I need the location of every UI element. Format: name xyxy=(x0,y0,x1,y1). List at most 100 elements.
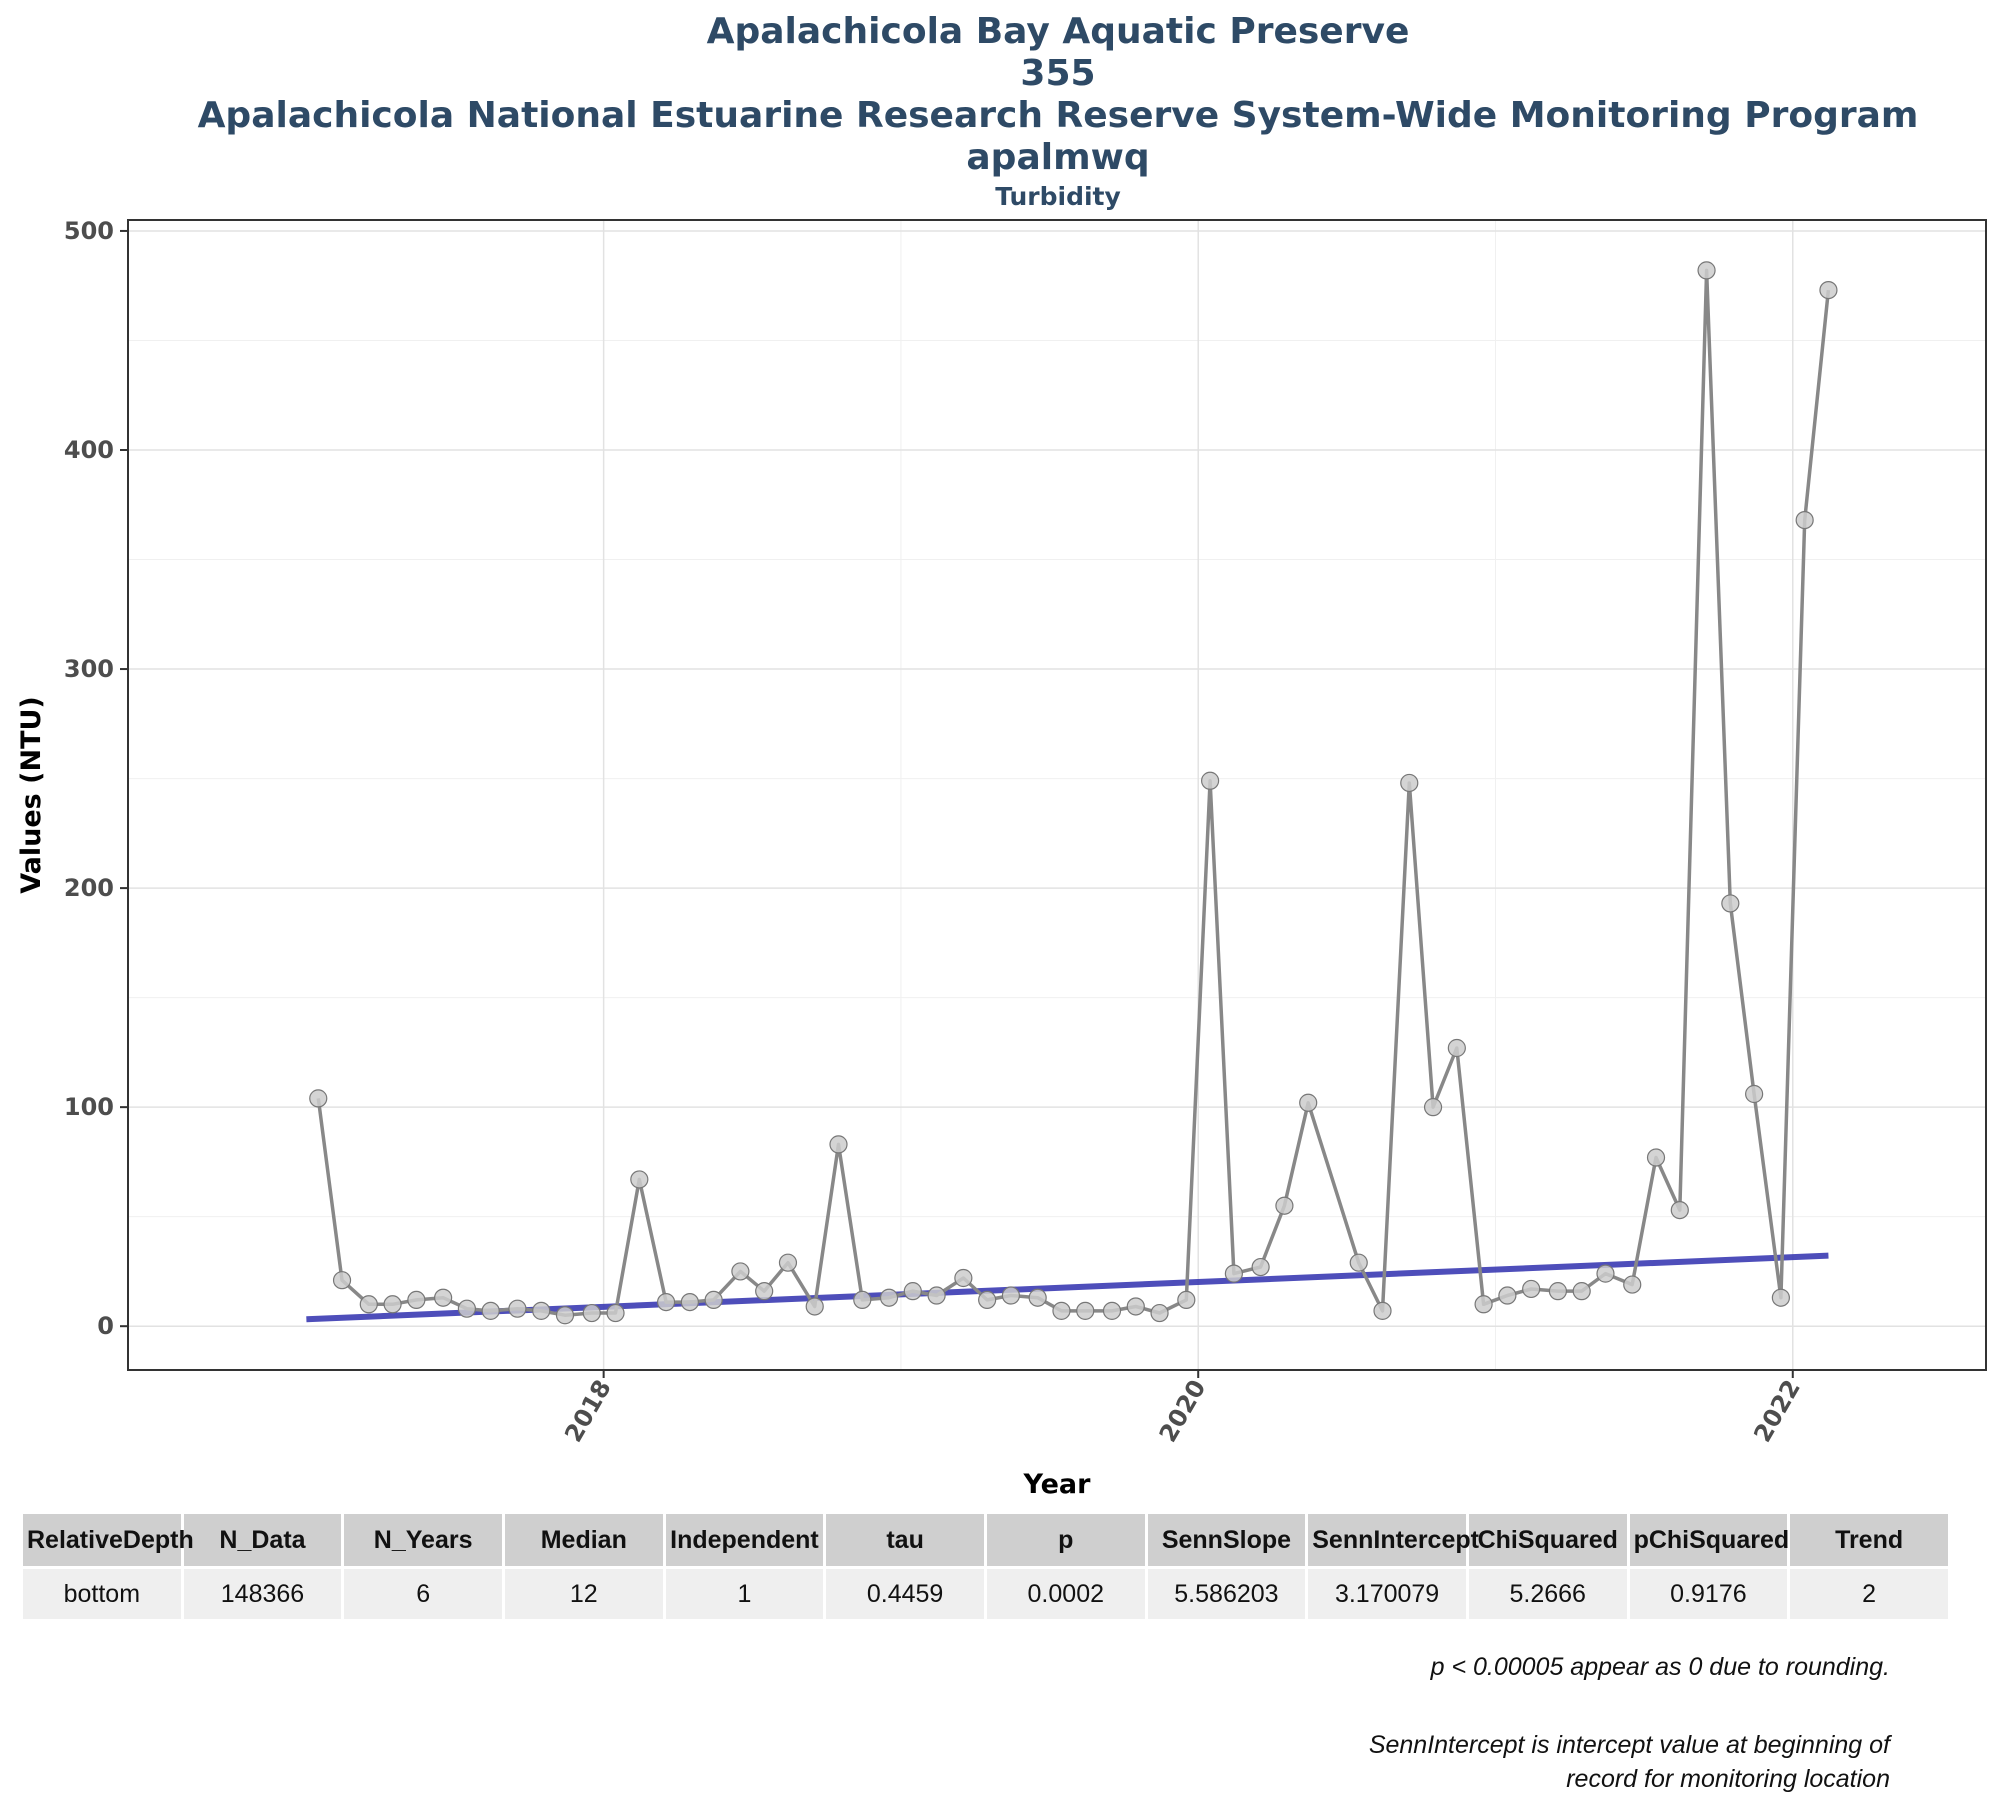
data-point xyxy=(1349,1253,1368,1272)
y-tick-label: 0 xyxy=(97,1312,114,1340)
y-tick-label: 400 xyxy=(64,436,114,464)
data-point xyxy=(954,1268,973,1288)
x-axis-ticks: 2018 2020 2022 xyxy=(559,1370,1806,1447)
data-point xyxy=(1275,1196,1294,1215)
stats-header-median: Median xyxy=(504,1514,663,1566)
stats-table: RelativeDepth N_Data N_Years Median Independ… xyxy=(20,1514,1951,1619)
x-tick-label: 2020 xyxy=(1154,1375,1212,1447)
data-point xyxy=(481,1301,500,1320)
stats-header-n_data: N_Data xyxy=(183,1514,342,1566)
data-point xyxy=(1670,1200,1689,1220)
series-line xyxy=(316,268,1831,1317)
data-point xyxy=(755,1282,774,1301)
stats-header-pchisquared: pChiSquared xyxy=(1629,1514,1789,1566)
data-point xyxy=(704,1290,723,1310)
data-point xyxy=(903,1282,922,1301)
stats-cell-p: 0.0002 xyxy=(986,1566,1145,1619)
chart-subtitle: Turbidity xyxy=(995,182,1121,211)
data-point xyxy=(1224,1264,1243,1283)
footnote-intercept-line-2: record for monitoring location xyxy=(1566,1765,1890,1793)
stats-header-tau: tau xyxy=(826,1514,984,1566)
stats-cell-n_data: 148366 xyxy=(183,1566,342,1619)
data-point xyxy=(630,1170,649,1189)
data-point xyxy=(606,1303,625,1323)
data-point xyxy=(1028,1288,1047,1307)
stats-cell-median: 12 xyxy=(504,1566,663,1619)
chart: Apalachicola Bay Aquatic Preserve 355 Ap… xyxy=(16,11,1987,1500)
stats-cell-trend: 2 xyxy=(1790,1566,1948,1619)
data-point xyxy=(1623,1275,1642,1294)
y-tick-label: 100 xyxy=(64,1093,114,1121)
stats-header-independent: Independent xyxy=(665,1514,824,1566)
footnote-rounding: p < 0.00005 appear as 0 due to rounding. xyxy=(1430,1653,1890,1681)
data-point xyxy=(1400,773,1419,793)
data-point xyxy=(1373,1301,1392,1320)
stats-cell-independent: 1 xyxy=(665,1566,824,1619)
data-point xyxy=(555,1306,575,1325)
stats-header-p: p xyxy=(986,1514,1145,1566)
x-axis-title: Year xyxy=(1023,1469,1092,1500)
data-point xyxy=(656,1292,676,1312)
stats-cell-tau: 0.4459 xyxy=(826,1566,984,1619)
stats-header-relativedepth: RelativeDepth xyxy=(23,1514,194,1566)
stats-table-body: bottom 148366 6 12 1 0.4459 0.0002 5.586203 3.17… xyxy=(23,1566,1948,1619)
data-point xyxy=(457,1299,476,1318)
data-point xyxy=(508,1299,527,1318)
stats-cell-n_years: 6 xyxy=(344,1566,502,1619)
plot-panel-border xyxy=(127,219,1987,1371)
data-point xyxy=(1572,1282,1591,1301)
data-point xyxy=(1423,1098,1443,1117)
data-point xyxy=(1548,1282,1568,1301)
data-point xyxy=(1596,1264,1615,1283)
stats-cell-relativedepth: bottom xyxy=(23,1566,181,1619)
data-point xyxy=(1001,1286,1021,1305)
data-point xyxy=(1150,1303,1169,1323)
data-point xyxy=(309,1089,328,1108)
data-point xyxy=(532,1301,551,1320)
data-point xyxy=(1200,771,1220,790)
data-point xyxy=(1126,1297,1145,1316)
data-point xyxy=(978,1290,997,1310)
stats-cell-chisquared: 5.2666 xyxy=(1468,1566,1627,1619)
data-point xyxy=(1745,1084,1764,1104)
series-group xyxy=(309,261,1838,1325)
data-point xyxy=(1251,1257,1270,1277)
data-point xyxy=(1498,1286,1517,1305)
stats-cell-pchisquared: 0.9176 xyxy=(1629,1566,1788,1619)
data-point xyxy=(778,1253,798,1272)
chart-titles: Apalachicola Bay Aquatic Preserve 355 Ap… xyxy=(198,11,1919,211)
data-point xyxy=(680,1292,699,1312)
data-point xyxy=(1299,1093,1318,1112)
chart-title-line-2: 355 xyxy=(1020,53,1095,94)
data-point xyxy=(1076,1301,1095,1320)
data-point xyxy=(829,1135,848,1154)
data-point xyxy=(582,1303,601,1323)
data-point xyxy=(1052,1301,1071,1320)
footnote-intercept-line-1: SennIntercept is intercept value at begi… xyxy=(1368,1731,1890,1759)
data-point xyxy=(1819,280,1838,300)
y-tick-label: 300 xyxy=(64,655,114,683)
data-point xyxy=(407,1290,426,1310)
stats-cell-sennslope: 5.586203 xyxy=(1147,1566,1306,1619)
data-point xyxy=(359,1295,378,1314)
y-axis-title: Values (NTU) xyxy=(16,696,47,894)
data-point xyxy=(1771,1288,1790,1307)
stats-cell-sennintercept: 3.170079 xyxy=(1308,1566,1466,1619)
stats-header-n_years: N_Years xyxy=(344,1514,502,1566)
data-point xyxy=(1177,1290,1196,1310)
data-point xyxy=(332,1271,352,1290)
data-point xyxy=(383,1295,402,1314)
x-tick-label: 2022 xyxy=(1748,1375,1806,1447)
data-point xyxy=(853,1290,872,1310)
data-point xyxy=(1447,1038,1466,1058)
chart-title-line-4: apalmwq xyxy=(966,137,1149,178)
y-axis-ticks: 0 100 200 300 400 500 xyxy=(64,217,128,1340)
y-tick-label: 500 xyxy=(64,217,114,245)
x-tick-label: 2018 xyxy=(559,1375,617,1447)
data-point xyxy=(1102,1301,1122,1320)
data-point xyxy=(1721,894,1740,913)
data-point xyxy=(434,1288,453,1307)
chart-title-line-1: Apalachicola Bay Aquatic Preserve xyxy=(707,11,1410,52)
major-gridlines xyxy=(128,220,1986,1370)
y-tick-label: 200 xyxy=(64,874,114,902)
